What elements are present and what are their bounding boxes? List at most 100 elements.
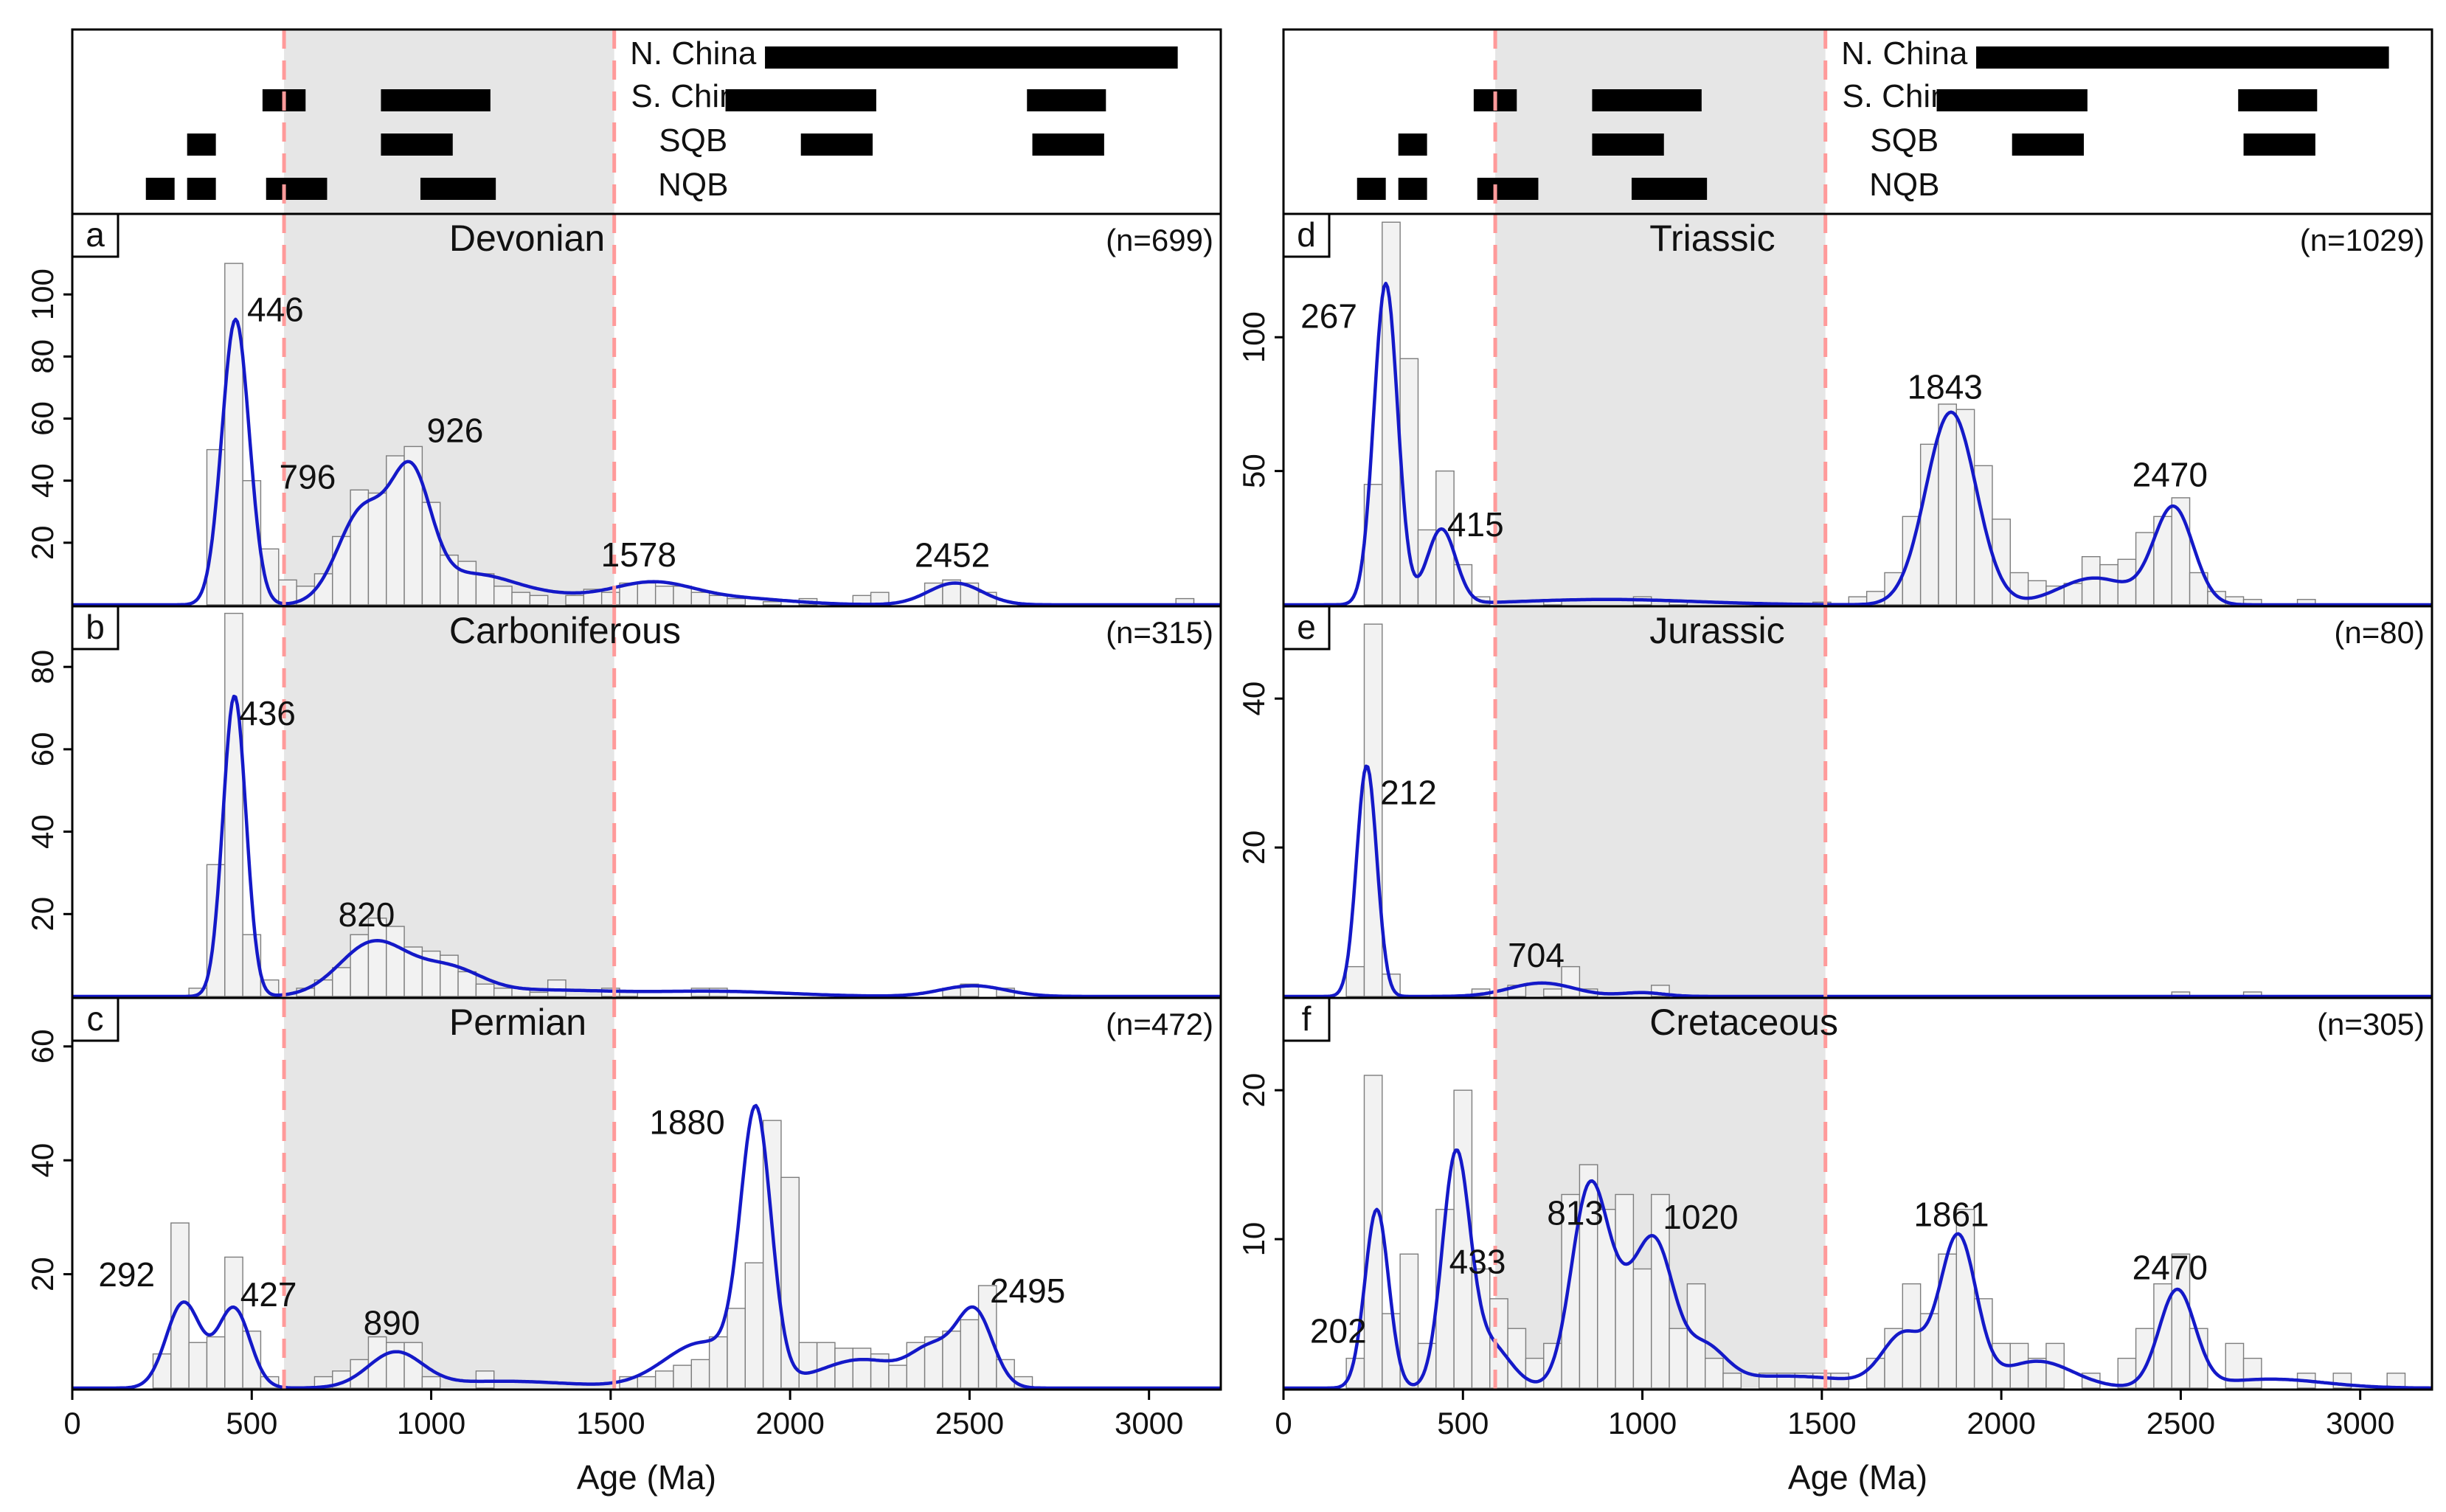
histogram-bar xyxy=(529,991,549,997)
age-range-bar xyxy=(2012,133,2085,156)
y-tick-label: 60 xyxy=(25,1029,60,1064)
age-range-bar xyxy=(800,133,873,156)
x-tick-label: 500 xyxy=(226,1406,277,1440)
histogram-bar xyxy=(888,1364,907,1389)
histogram-bar xyxy=(475,573,495,606)
histogram-bar xyxy=(2009,572,2029,606)
panel-title: Cretaceous xyxy=(1649,1002,1838,1043)
panel-d: d Triassic (n=1029) 50 100 267 415 1843 2470 xyxy=(1236,212,2433,608)
histogram-bar xyxy=(1597,1208,1616,1389)
histogram-bar xyxy=(224,612,243,997)
histogram-bar xyxy=(403,445,423,606)
panel-e: e Jurassic (n=80) 20 40 212 704 xyxy=(1236,605,2433,999)
x-axis-title: Age (Ma) xyxy=(1788,1458,1927,1497)
histogram-bar xyxy=(977,1285,997,1389)
kde-curve xyxy=(72,317,1221,606)
peak-age-label: 1578 xyxy=(601,535,676,574)
histogram-bar xyxy=(1543,988,1562,997)
sample-count: (n=472) xyxy=(1106,1007,1213,1041)
histogram-bar xyxy=(332,535,351,606)
sample-count: (n=315) xyxy=(1106,615,1213,650)
panel-title: Jurassic xyxy=(1649,610,1784,651)
x-tick-label: 0 xyxy=(1275,1406,1292,1440)
x-axis-title: Age (Ma) xyxy=(577,1458,716,1497)
x-tick-label: 3000 xyxy=(1115,1406,1183,1440)
histogram-bar xyxy=(529,594,549,606)
histogram-bar xyxy=(690,1359,710,1389)
panel-frame xyxy=(1282,996,2433,1391)
x-tick-label: 2500 xyxy=(2147,1406,2215,1440)
region-label: N. China xyxy=(1841,35,1968,72)
y-tick-label: 10 xyxy=(1236,1222,1271,1257)
histogram-bar xyxy=(493,988,513,997)
peak-age-label: 704 xyxy=(1508,936,1565,974)
age-range-bar xyxy=(2238,89,2318,111)
y-tick-label: 80 xyxy=(25,650,60,684)
histogram-bar xyxy=(1615,1193,1635,1389)
histogram-bar xyxy=(1525,1357,1545,1389)
panel-c: c Permian (n=472) 20 40 60 292 427 890 1880 2495 0 5… xyxy=(25,996,1222,1497)
histogram-bar xyxy=(2171,1253,2191,1389)
panel-letter-box xyxy=(71,212,119,258)
peak-age-label: 2495 xyxy=(990,1272,1065,1310)
age-range-bar xyxy=(266,178,328,200)
x-tick-label: 2500 xyxy=(935,1406,1004,1440)
age-range-bar xyxy=(1976,46,2389,69)
age-range-bar xyxy=(1032,133,1104,156)
histogram-bar xyxy=(942,1331,961,1389)
age-range-bar xyxy=(145,178,175,200)
peak-age-label: 813 xyxy=(1547,1193,1604,1232)
panel-letter-box xyxy=(1282,605,1331,651)
histogram-bar xyxy=(386,455,405,606)
y-tick-label: 60 xyxy=(25,401,60,436)
histogram-bar xyxy=(1919,443,1939,606)
highlight-band xyxy=(284,998,614,1390)
histogram-bar xyxy=(690,592,710,606)
peak-age-label: 1843 xyxy=(1908,367,1983,406)
peak-age-label: 427 xyxy=(240,1275,297,1314)
panel-letter-box xyxy=(1282,212,1331,258)
histogram-bar xyxy=(1507,1328,1527,1389)
histogram-bar xyxy=(367,918,387,997)
peak-age-label: 446 xyxy=(247,291,304,329)
panel-letter: d xyxy=(1297,215,1316,254)
histogram-bar xyxy=(152,1353,172,1389)
age-range-bar xyxy=(420,178,496,200)
y-tick-label: 60 xyxy=(25,732,60,767)
region-label: SQB xyxy=(659,122,727,159)
peak-age-label: 890 xyxy=(364,1303,420,1342)
histogram-bar xyxy=(1812,1373,1832,1389)
histogram-bar xyxy=(440,554,459,606)
histogram-bar xyxy=(1938,403,1958,606)
panel-letter: e xyxy=(1297,608,1316,646)
histogram-bar xyxy=(224,263,243,606)
y-tick-label: 20 xyxy=(1236,830,1271,865)
histogram-bar xyxy=(493,586,513,606)
histogram-bar xyxy=(1489,1298,1508,1389)
histogram-bar xyxy=(421,1376,441,1389)
histogram-bar xyxy=(2099,563,2118,606)
peak-age-label: 433 xyxy=(1449,1243,1506,1281)
histogram-bar xyxy=(1632,1268,1652,1389)
peak-age-label: 820 xyxy=(339,895,395,934)
histogram-bar xyxy=(637,1376,656,1389)
panel-a: a Devonian (n=699) 20 40 60 80 100 446 796 926 1578… xyxy=(25,212,1222,608)
histogram-bar xyxy=(475,983,495,997)
histogram-bar xyxy=(654,586,674,606)
peak-age-label: 926 xyxy=(427,411,484,449)
peak-age-label: 2452 xyxy=(915,536,990,575)
histogram-bar xyxy=(206,1336,226,1389)
y-tick-label: 40 xyxy=(25,463,60,498)
histogram-bar xyxy=(206,448,226,606)
peak-age-label: 2470 xyxy=(2133,1249,2208,1287)
peak-age-label: 1861 xyxy=(1913,1195,1989,1233)
x-tick-label: 1000 xyxy=(397,1406,465,1440)
x-tick-label: 2000 xyxy=(1967,1406,2035,1440)
histogram-bar xyxy=(367,492,387,606)
histogram-bar xyxy=(511,592,531,606)
histogram-bar xyxy=(798,1342,818,1389)
highlight-band xyxy=(284,606,614,998)
